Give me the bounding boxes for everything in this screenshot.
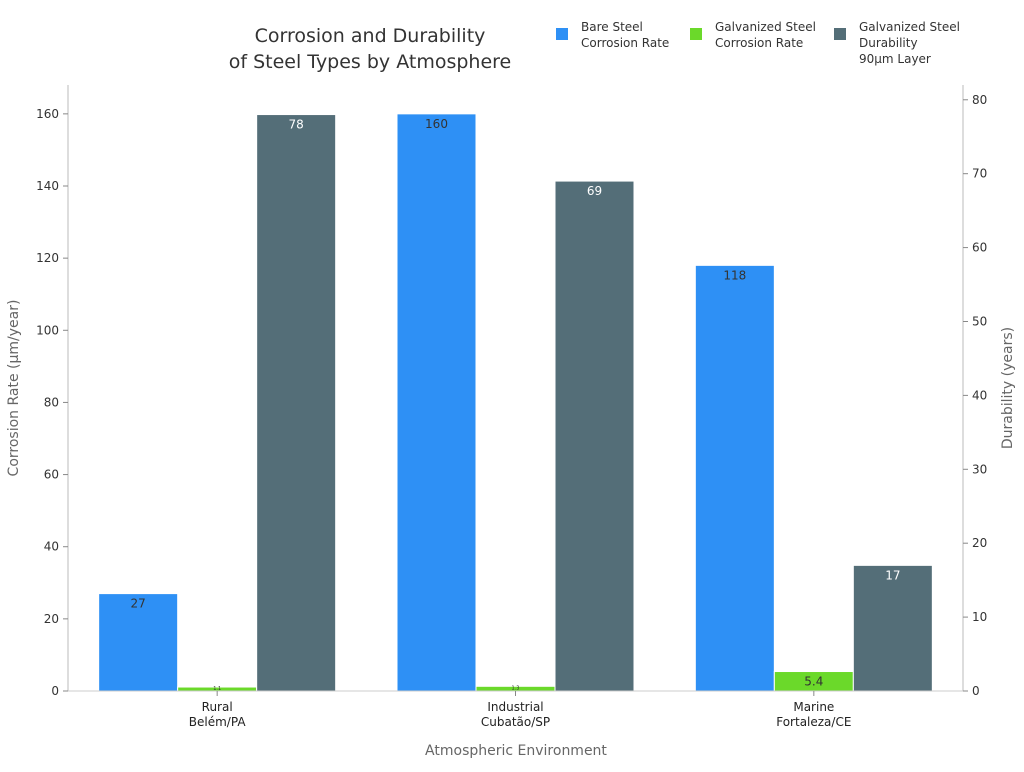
legend-swatch <box>556 28 568 40</box>
y-tick-label: 160 <box>36 107 59 121</box>
data-label: 1.3 <box>512 685 520 691</box>
data-label: 69 <box>587 184 602 198</box>
x-tick-label: Marine Fortaleza/CE <box>776 700 851 729</box>
y2-tick-label: 50 <box>972 314 987 328</box>
y-tick-label: 0 <box>51 684 59 698</box>
legend-label: Galvanized Steel Durability 90µm Layer <box>859 20 960 66</box>
y-tick-label: 80 <box>44 395 59 409</box>
y-axis-label: Corrosion Rate (µm/year) <box>6 300 22 477</box>
y2-tick-label: 40 <box>972 388 987 402</box>
data-label: 27 <box>131 597 146 611</box>
y2-tick-label: 60 <box>972 241 987 255</box>
data-label: 17 <box>885 568 900 582</box>
data-label: 1.1 <box>213 686 221 692</box>
y2-tick-label: 70 <box>972 167 987 181</box>
y2-tick-label: 0 <box>972 684 980 698</box>
bar <box>396 113 477 692</box>
y-tick-label: 40 <box>44 540 59 554</box>
legend: Bare Steel Corrosion Rate Galvanized Steel… <box>556 20 960 66</box>
legend-label: Bare Steel Corrosion Rate <box>581 20 669 50</box>
bar <box>852 564 933 692</box>
y2-tick-label: 20 <box>972 536 987 550</box>
chart-title: Corrosion and Durability of Steel Types b… <box>229 25 512 73</box>
bar <box>256 114 337 692</box>
y2-tick-label: 80 <box>972 93 987 107</box>
legend-swatch <box>690 28 702 40</box>
x-axis-label: Atmospheric Environment <box>425 743 607 759</box>
data-label: 160 <box>425 117 448 131</box>
data-label: 118 <box>723 268 746 282</box>
y2-axis-label: Durability (years) <box>1000 327 1016 449</box>
bar <box>98 593 179 692</box>
y-tick-label: 60 <box>44 468 59 482</box>
y-tick-label: 140 <box>36 179 59 193</box>
legend-label: Galvanized Steel Corrosion Rate <box>715 20 816 50</box>
y2-tick-label: 30 <box>972 462 987 476</box>
x-tick-label: Industrial Cubatão/SP <box>481 700 550 729</box>
legend-swatch <box>834 28 846 40</box>
bars: 27 1.1 78 160 1.3 69 118 5.4 17 <box>98 113 933 692</box>
data-label: 78 <box>289 118 304 132</box>
axes: 0 20 40 60 80 100 120 140 160 0 10 20 30 40 50 60 70 80 Ru… <box>36 85 987 729</box>
y-tick-label: 120 <box>36 251 59 265</box>
x-tick-label: Rural Belém/PA <box>189 700 247 729</box>
y-tick-label: 20 <box>44 612 59 626</box>
y-tick-label: 100 <box>36 323 59 337</box>
bar <box>694 264 775 692</box>
y2-tick-label: 10 <box>972 610 987 624</box>
data-label: 5.4 <box>804 675 823 689</box>
bar <box>554 180 635 692</box>
